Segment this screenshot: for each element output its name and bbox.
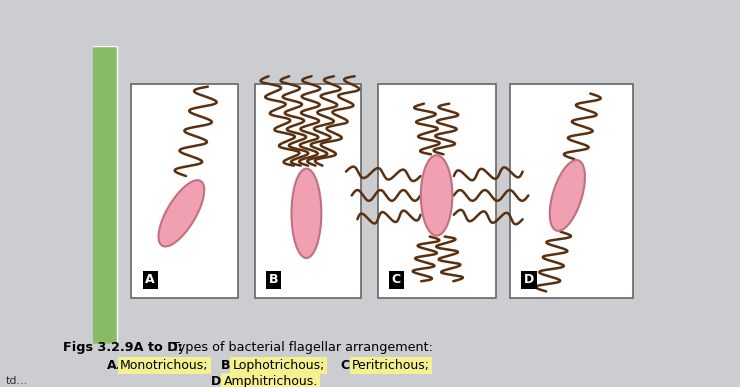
Text: Amphitrichous.: Amphitrichous.	[223, 375, 317, 387]
Ellipse shape	[550, 160, 585, 231]
Bar	[378, 84, 496, 298]
Text: Figs 3.2.9A to D:: Figs 3.2.9A to D:	[63, 341, 183, 354]
Text: A.: A.	[107, 359, 122, 372]
Bar	[132, 84, 238, 298]
Text: Peritrichous;: Peritrichous;	[352, 359, 430, 372]
Text: td...: td...	[6, 376, 28, 386]
Text: C.: C.	[340, 359, 354, 372]
Text: C: C	[392, 273, 401, 286]
Ellipse shape	[158, 180, 204, 247]
Text: Lophotrichous;: Lophotrichous;	[232, 359, 325, 372]
Bar	[255, 84, 361, 298]
Ellipse shape	[421, 155, 452, 236]
Text: A: A	[145, 273, 155, 286]
Text: Monotrichous;: Monotrichous;	[120, 359, 209, 372]
Text: D: D	[524, 273, 534, 286]
Text: B.: B.	[221, 359, 235, 372]
Ellipse shape	[292, 169, 321, 258]
Bar	[87, 46, 117, 344]
Text: B: B	[269, 273, 279, 286]
Text: D.: D.	[211, 375, 226, 387]
Bar	[510, 84, 633, 298]
Text: Types of bacterial flagellar arrangement:: Types of bacterial flagellar arrangement…	[172, 341, 434, 354]
